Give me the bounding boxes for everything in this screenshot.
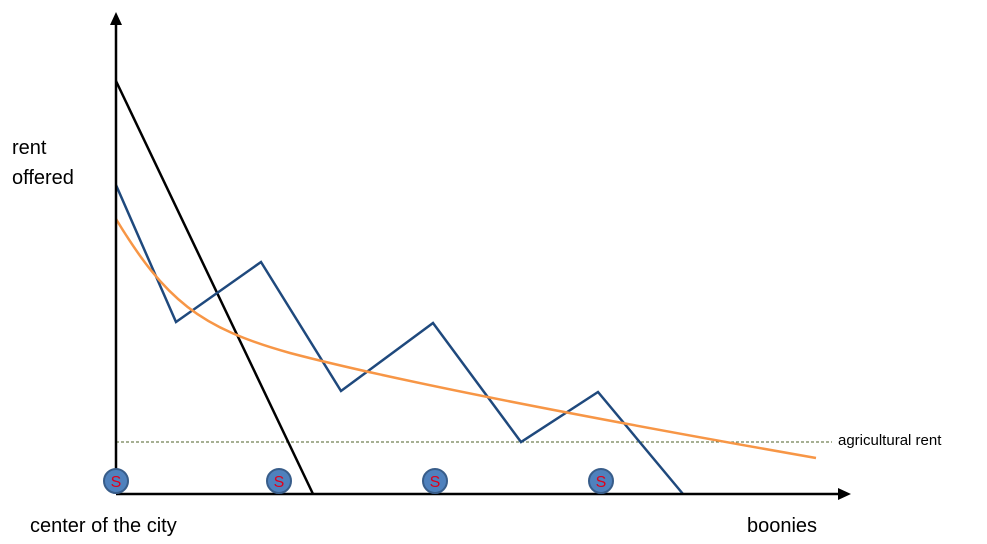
agricultural-rent-label: agricultural rent [838,432,942,449]
steep-rent-line [114,80,315,495]
subway-station-icon: S [266,468,292,494]
svg-text:S: S [274,474,285,491]
x-axis-label-left: center of the city [30,515,177,537]
svg-text:S: S [111,474,122,491]
svg-text:S: S [596,474,607,491]
subway-station-icon: S [588,468,614,494]
x-axis-label-right: boonies [747,515,818,537]
arrow-right-icon [838,488,851,500]
arrow-up-icon [110,12,122,25]
y-axis-label-line1: rent [12,137,47,159]
y-axis-label-line2: offered [12,167,74,189]
svg-text:S: S [430,474,441,491]
subway-station-icon: S [422,468,448,494]
y-axis-label: rent offered [12,133,74,193]
subway-station-icon: S [103,468,129,494]
smooth-rent-curve [114,218,817,460]
sawtooth-rent-line [114,184,684,495]
